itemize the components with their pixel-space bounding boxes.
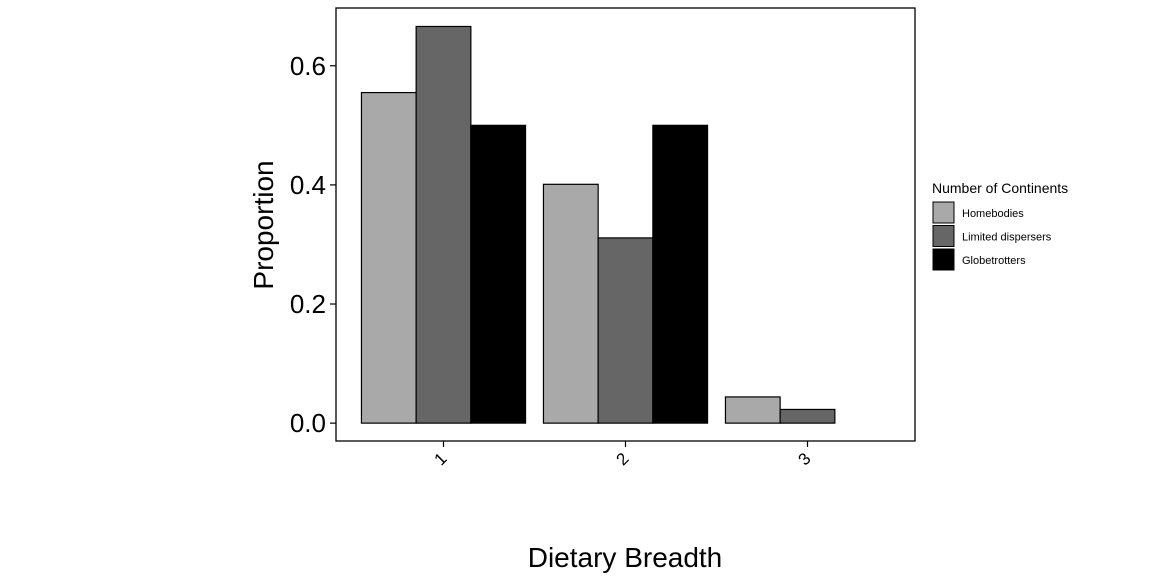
legend-label-homebodies: Homebodies bbox=[962, 208, 1024, 220]
bar-limited-dispersers-3 bbox=[779, 408, 836, 424]
legend-label-globetrotters: Globetrotters bbox=[962, 255, 1026, 267]
bar-globetrotters-2 bbox=[652, 124, 709, 424]
x-tick-label: 3 bbox=[795, 449, 815, 469]
x-axis: 1 2 3 bbox=[431, 441, 815, 469]
x-tick-label: 1 bbox=[431, 449, 451, 469]
bar-globetrotters-1 bbox=[470, 124, 527, 424]
y-tick-label: 0.6 bbox=[290, 51, 326, 81]
x-tick-label: 2 bbox=[613, 449, 633, 469]
legend: Number of Continents Homebodies Limited d… bbox=[932, 180, 1068, 271]
bar-homebodies-1 bbox=[360, 91, 417, 424]
legend-items: Homebodies Limited dispersers Globetrotter… bbox=[932, 201, 1052, 271]
legend-swatch-limited-dispersers bbox=[932, 225, 955, 247]
x-axis-title: Dietary Breadth bbox=[528, 542, 723, 573]
bar-limited-dispersers-2 bbox=[597, 237, 654, 424]
legend-title: Number of Continents bbox=[932, 180, 1068, 196]
bar-homebodies-2 bbox=[542, 183, 599, 424]
bars-group bbox=[360, 25, 836, 424]
y-tick-label: 0.0 bbox=[290, 408, 326, 438]
bar-limited-dispersers-1 bbox=[415, 25, 472, 424]
bar-homebodies-3 bbox=[724, 396, 781, 424]
legend-label-limited-dispersers: Limited dispersers bbox=[962, 232, 1052, 244]
y-axis: 0.0 0.2 0.4 0.6 bbox=[290, 51, 336, 438]
y-axis-title: Proportion bbox=[248, 160, 279, 289]
y-tick-label: 0.2 bbox=[290, 289, 326, 319]
legend-swatch-globetrotters bbox=[932, 248, 955, 271]
y-tick-label: 0.4 bbox=[290, 170, 326, 200]
legend-swatch-homebodies bbox=[932, 201, 955, 224]
